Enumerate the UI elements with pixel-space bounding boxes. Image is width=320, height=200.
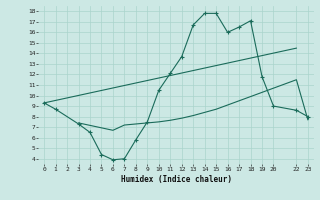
X-axis label: Humidex (Indice chaleur): Humidex (Indice chaleur) bbox=[121, 175, 231, 184]
